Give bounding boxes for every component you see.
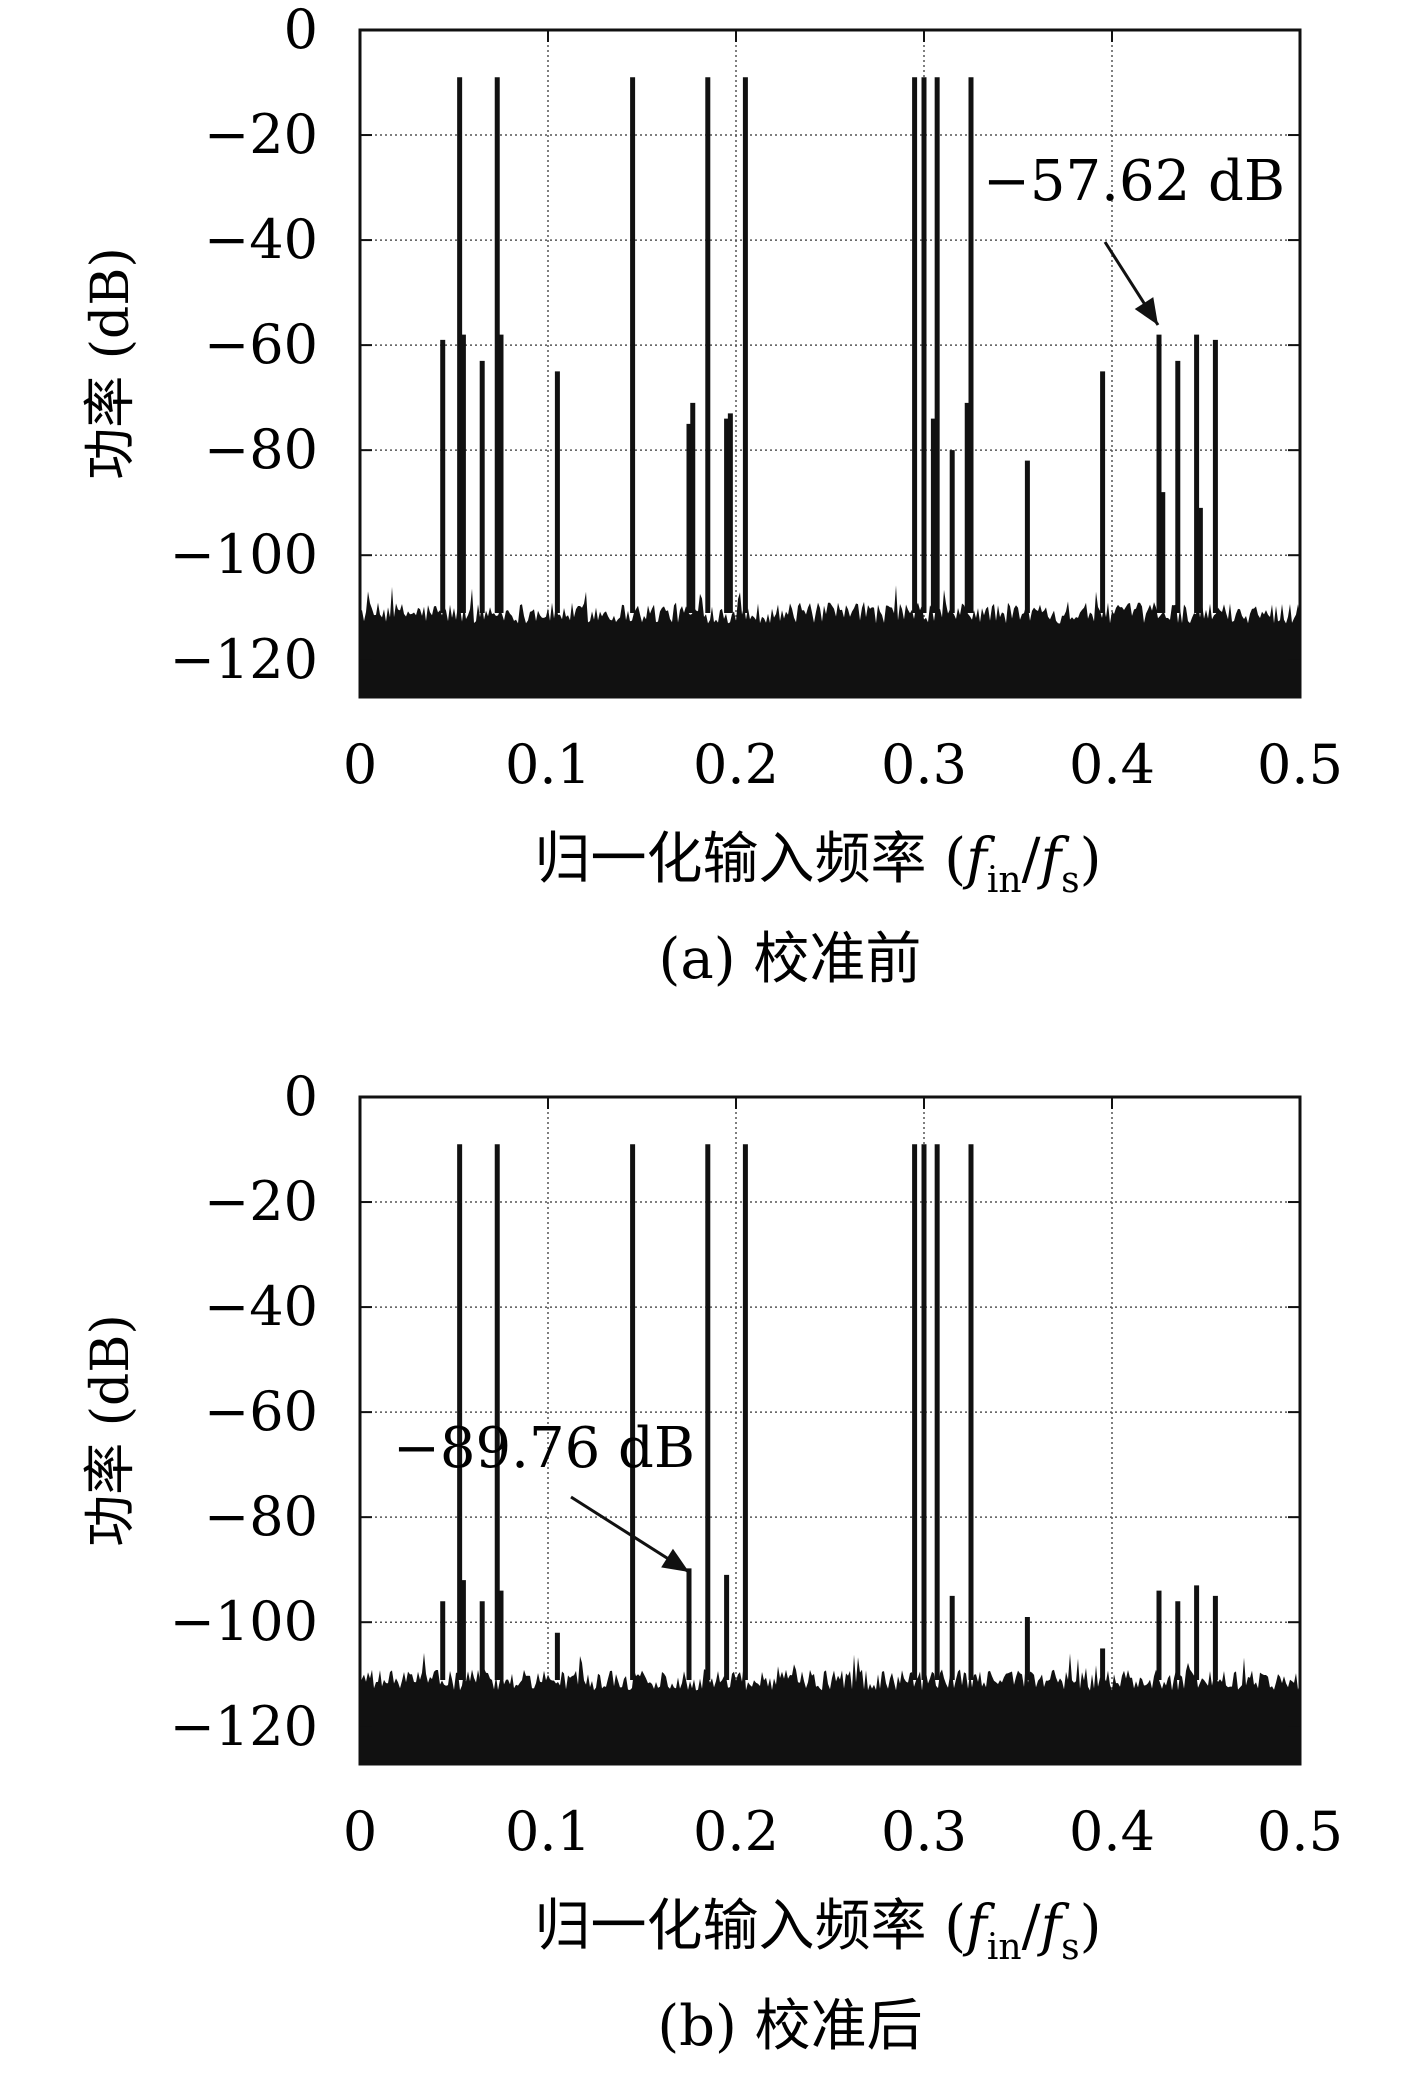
x-tick-label: 0.2 xyxy=(693,733,779,796)
y-tick-label: −80 xyxy=(204,1485,318,1548)
x-axis-label-part: in xyxy=(987,860,1022,901)
x-tick-label: 0.1 xyxy=(505,1800,591,1863)
panel-caption: (b) 校准后 xyxy=(657,1994,922,2059)
x-tick-label: 0.5 xyxy=(1257,1800,1343,1863)
y-axis-label: 功率 (dB) xyxy=(81,1314,141,1547)
x-axis-label-part: ) xyxy=(1080,827,1102,892)
x-tick-label: 0.3 xyxy=(881,733,967,796)
annotation-label: −57.62 dB xyxy=(983,149,1285,214)
axes-frame xyxy=(358,28,1302,699)
noise-floor xyxy=(360,1652,1300,1764)
x-tick-label: 0.3 xyxy=(881,1800,967,1863)
annotation-arrowhead xyxy=(661,1548,689,1572)
x-tick-label: 0.5 xyxy=(1257,733,1343,796)
noise-floor xyxy=(360,585,1300,697)
y-tick-label: −120 xyxy=(170,1695,318,1758)
x-axis-label-part: / xyxy=(1022,827,1041,892)
x-axis-label-part: / xyxy=(1022,1894,1041,1959)
x-axis-label-part: ) xyxy=(1080,1894,1102,1959)
x-tick-label: 0.4 xyxy=(1069,1800,1155,1863)
x-tick-label: 0 xyxy=(343,1800,377,1863)
x-tick-label: 0.4 xyxy=(1069,733,1155,796)
peaks xyxy=(440,1144,1218,1680)
x-axis-label: 归一化输入频率 (fin/fs) xyxy=(534,1894,1101,1968)
x-axis-label-part: 归一化输入频率 ( xyxy=(534,827,966,892)
panel-caption: (a) 校准前 xyxy=(659,927,922,992)
x-axis-label: 归一化输入频率 (fin/fs) xyxy=(534,827,1101,901)
axes-frame xyxy=(358,1095,1302,1766)
y-tick-label: −40 xyxy=(204,1275,318,1338)
chart-panel-a: 0 0.1 0.2 0.3 0.4 0.5 0 −20 −40 −60 −80 −100 −120 功率 … xyxy=(81,0,1343,992)
annotation-arrowhead xyxy=(1134,297,1158,325)
y-tick-label: −20 xyxy=(204,103,318,166)
x-axis-label-part: 归一化输入频率 ( xyxy=(534,1894,966,1959)
y-tick-label: −120 xyxy=(170,628,318,691)
y-tick-label: −60 xyxy=(204,313,318,376)
y-tick-label: −40 xyxy=(204,208,318,271)
y-tick-label: −100 xyxy=(170,1590,318,1653)
x-tick-label: 0.2 xyxy=(693,1800,779,1863)
y-tick-label: 0 xyxy=(284,1065,318,1128)
y-tick-label: −80 xyxy=(204,418,318,481)
y-axis-label: 功率 (dB) xyxy=(81,247,141,480)
x-tick-label: 0 xyxy=(343,733,377,796)
y-tick-label: −100 xyxy=(170,523,318,586)
x-axis-label-part: in xyxy=(987,1927,1022,1968)
annotation-label: −89.76 dB xyxy=(393,1416,695,1481)
peaks xyxy=(440,77,1218,613)
x-axis-label-part: s xyxy=(1061,860,1079,901)
y-tick-label: 0 xyxy=(284,0,318,61)
y-tick-label: −60 xyxy=(204,1380,318,1443)
chart-panel-b: 0 0.1 0.2 0.3 0.4 0.5 0 −20 −40 −60 −80 −100 −120 功率 … xyxy=(81,1065,1343,2059)
x-axis-label-part: s xyxy=(1061,1927,1079,1968)
y-tick-label: −20 xyxy=(204,1170,318,1233)
x-tick-label: 0.1 xyxy=(505,733,591,796)
